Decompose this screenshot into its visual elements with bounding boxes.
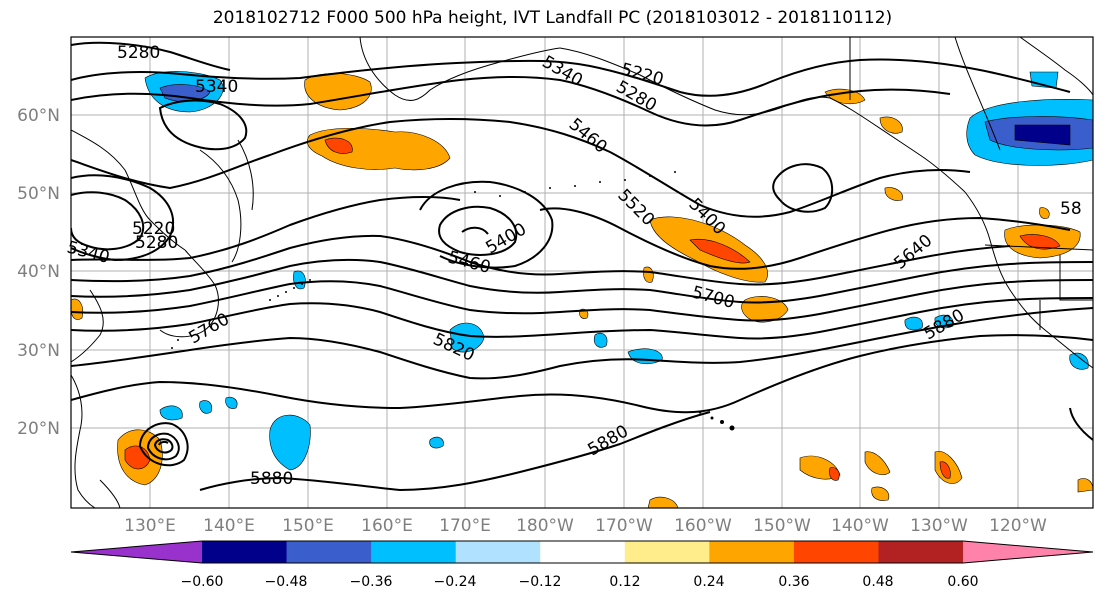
colorbar-tick-labels: −0.60 −0.48 −0.36 −0.24 −0.12 0.12 0.24 … xyxy=(181,574,979,590)
lon-tick-label: 150°W xyxy=(753,516,811,536)
lon-tick-label: 160°E xyxy=(361,516,413,536)
colorbar-segment xyxy=(371,541,457,563)
colorbar-segment xyxy=(878,541,964,563)
colorbar-tick-label: 0.60 xyxy=(947,574,978,590)
lat-tick-label: 40°N xyxy=(17,262,60,282)
lon-tick-labels: 130°E 140°E 150°E 160°E 170°E 180°W 170°… xyxy=(124,516,1047,536)
lon-tick-label: 140°E xyxy=(203,516,255,536)
lon-tick-label: 170°E xyxy=(439,516,491,536)
colorbar-segment xyxy=(202,541,288,563)
lon-tick-label: 140°W xyxy=(831,516,889,536)
colorbar-tick-label: −0.48 xyxy=(265,574,308,590)
colorbar-tick-label: 0.24 xyxy=(693,574,724,590)
height-contours xyxy=(71,41,1093,492)
lat-gridlines xyxy=(71,114,1093,429)
colorbar-tick-label: −0.60 xyxy=(181,574,224,590)
contour-label: 58 xyxy=(1060,199,1082,219)
colorbar-tick-label: 0.12 xyxy=(609,574,640,590)
colorbar-segment xyxy=(793,541,879,563)
lat-tick-labels: 60°N 50°N 40°N 30°N 20°N xyxy=(17,106,60,439)
lon-tick-label: 130°E xyxy=(124,516,176,536)
colorbar-outline xyxy=(70,540,1094,564)
contour-label: 5220 xyxy=(132,219,175,239)
colorbar-segment xyxy=(963,541,1093,563)
colorbar-segment xyxy=(624,541,710,563)
colorbar-tick-label: −0.12 xyxy=(519,574,562,590)
colorbar-tick-label: −0.36 xyxy=(350,574,393,590)
lon-tick-label: 180°W xyxy=(516,516,574,536)
lat-tick-label: 50°N xyxy=(17,184,60,204)
chart-title: 2018102712 F000 500 hPa height, IVT Land… xyxy=(212,8,893,28)
lon-tick-label: 150°E xyxy=(282,516,334,536)
lon-tick-label: 170°W xyxy=(595,516,653,536)
lat-tick-label: 30°N xyxy=(17,341,60,361)
contour-label: 5280 xyxy=(135,233,178,253)
lon-tick-label: 160°W xyxy=(674,516,732,536)
colorbar-tick-label: 0.48 xyxy=(862,574,893,590)
lon-tick-label: 130°W xyxy=(910,516,968,536)
contour-label: 5880 xyxy=(250,469,293,489)
lat-tick-label: 60°N xyxy=(17,106,60,126)
map-frame xyxy=(70,36,1094,509)
contour-label: 5280 xyxy=(117,43,160,63)
contour-label: 5340 xyxy=(195,77,238,97)
colorbar-tick-label: −0.24 xyxy=(434,574,477,590)
colorbar-segment xyxy=(540,541,626,563)
colorbar-segment xyxy=(71,541,202,563)
colorbar-segment xyxy=(709,541,795,563)
lat-tick-label: 20°N xyxy=(17,419,60,439)
lon-tick-label: 120°W xyxy=(989,516,1047,536)
colorbar-tick-label: 0.36 xyxy=(778,574,809,590)
colorbar xyxy=(70,540,1094,564)
colorbar-segment xyxy=(286,541,372,563)
colorbar-segment xyxy=(455,541,541,563)
ivt-anomaly-fill xyxy=(71,71,1093,508)
